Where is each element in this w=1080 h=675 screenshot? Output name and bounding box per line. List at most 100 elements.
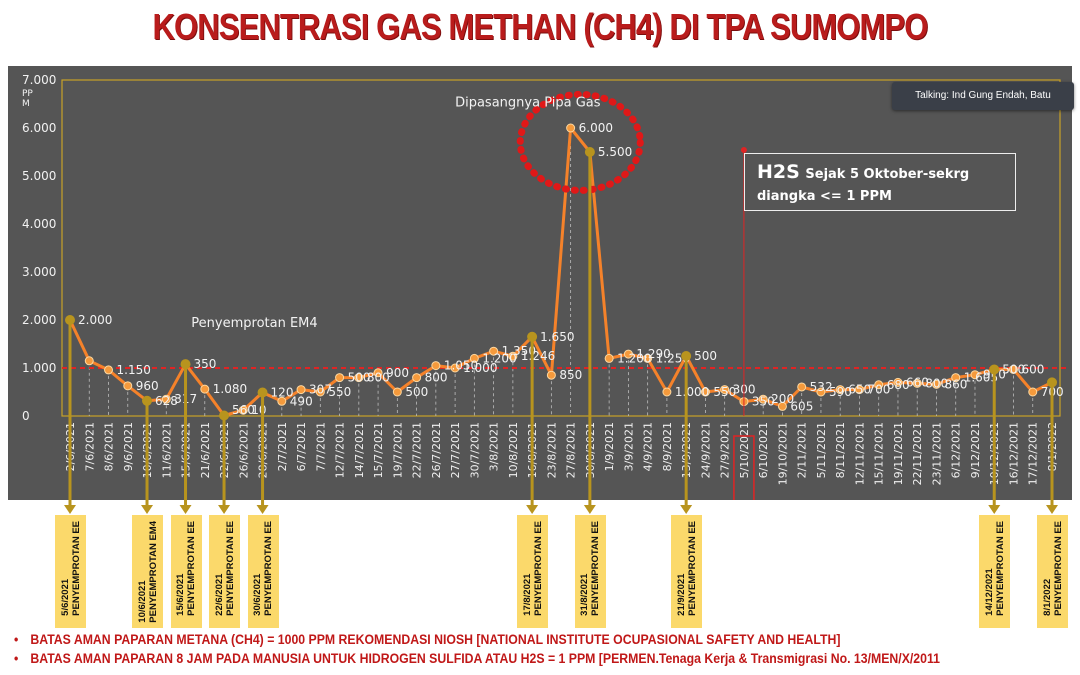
data-label: 200: [771, 392, 794, 406]
data-point: [412, 373, 422, 383]
x-tick-label: 7/6/2021: [83, 422, 96, 471]
x-tick-label: 9/6/2021: [122, 422, 135, 471]
x-tick-label: 14/7/2021: [353, 422, 366, 478]
data-label: 590: [829, 385, 852, 399]
data-label: 2.000: [78, 313, 112, 327]
x-tick-label: 19/7/2021: [391, 422, 404, 478]
x-tick-label: 15/6/2021: [180, 422, 193, 478]
callout-text: 31/8/2021 PENYEMPROTAN EE: [579, 521, 602, 616]
callout-box: 14/12/2021 PENYEMPROTAN EE: [979, 515, 1011, 628]
x-tick-label: 9/12/2021: [969, 422, 982, 478]
x-tick-label: 11/6/2021: [160, 422, 173, 478]
data-label: 650: [848, 383, 871, 397]
data-label: 605: [790, 399, 813, 413]
data-label: 1.250: [656, 351, 690, 365]
data-point: [65, 315, 75, 325]
y-axis-label-part: PP: [22, 89, 33, 99]
x-tick-label: 24/9/2021: [699, 422, 712, 478]
data-label: 500: [405, 385, 428, 399]
data-label: 800: [925, 376, 948, 390]
data-label: 1.200: [482, 351, 516, 365]
data-point: [700, 387, 710, 397]
data-point: [546, 370, 556, 380]
data-point: [566, 123, 576, 133]
x-tick-label: 10/12/2021: [988, 422, 1001, 485]
data-label: 660: [906, 375, 929, 389]
data-point: [835, 385, 845, 395]
data-label: 1.650: [540, 330, 574, 344]
em4-annotation: Penyemprotan EM4: [191, 316, 317, 331]
callout-arrow-head: [179, 505, 192, 514]
callout-text: 22/6/2021 PENYEMPROTAN EE: [213, 521, 236, 616]
x-tick-label: 15/11/2021: [873, 422, 886, 485]
data-label: 1.350: [502, 344, 536, 358]
footnote-h2s-text: BATAS AMAN PAPARAN 8 JAM PADA MANUSIA UN…: [30, 651, 940, 666]
callout-arrow-head: [256, 505, 269, 514]
page-title: KONSENTRASI GAS METHAN (CH4) DI TPA SUMO…: [152, 6, 929, 47]
callout-box: 31/8/2021 PENYEMPROTAN EE: [574, 515, 606, 628]
x-tick-label: 3/8/2021: [488, 422, 501, 471]
data-point: [816, 387, 826, 397]
y-tick-label: 5.000: [22, 169, 56, 183]
x-tick-label: 30/7/2021: [468, 422, 481, 478]
x-tick-label: 19/11/2021: [892, 422, 905, 485]
data-point: [643, 353, 653, 363]
pipe-annotation: Dipasangnya Pipa Gas: [455, 95, 601, 110]
x-tick-label: 19/10/2021: [776, 422, 789, 485]
callout-text: 10/6/2021 PENYEMPROTAN EM4: [136, 521, 159, 623]
data-point: [161, 394, 171, 404]
callout-arrow-head: [526, 505, 539, 514]
x-tick-label: 8/6/2021: [103, 422, 116, 471]
callout-text: 5/6/2021 PENYEMPROTAN EE: [59, 521, 82, 616]
data-point: [258, 387, 268, 397]
data-point: [84, 356, 94, 366]
data-point: [335, 373, 345, 383]
data-label: 532: [810, 380, 833, 394]
callout-box: 15/6/2021 PENYEMPROTAN EE: [170, 515, 202, 628]
data-label: 850: [559, 368, 582, 382]
y-tick-label: 0: [22, 409, 30, 423]
data-point: [797, 382, 807, 392]
data-point: [758, 394, 768, 404]
x-tick-label: 23/11/2021: [930, 422, 943, 485]
callout-arrow-head: [64, 505, 76, 514]
x-tick-label: 27/7/2021: [449, 422, 462, 478]
data-point: [527, 332, 537, 342]
x-tick-label: 2/11/2021: [796, 422, 809, 478]
data-point: [508, 351, 518, 361]
bullet-icon: •: [14, 632, 19, 647]
x-tick-label: 28/6/2021: [257, 422, 270, 478]
data-label: 628: [155, 394, 178, 408]
callout-box: 5/6/2021 PENYEMPROTAN EE: [55, 515, 86, 628]
data-point: [970, 370, 980, 380]
data-point: [912, 378, 922, 388]
data-point: [931, 379, 941, 389]
data-label: 700: [867, 383, 890, 397]
x-tick-label: 6/10/2021: [757, 422, 770, 478]
footnote-h2s: • BATAS AMAN PAPARAN 8 JAM PADA MANUSIA U…: [14, 651, 979, 670]
x-tick-label: 2/6/2021: [64, 422, 77, 471]
y-tick-label: 6.000: [22, 121, 56, 135]
callout-text: 15/6/2021 PENYEMPROTAN EE: [175, 521, 198, 616]
data-label: 490: [290, 394, 313, 408]
callout-box: 8/1/2022 PENYEMPROTAN EE: [1037, 515, 1068, 628]
plot-frame: [61, 79, 1061, 417]
data-point: [585, 147, 595, 157]
callout-text: 17/8/2021 PENYEMPROTAN EE: [521, 521, 544, 616]
callout-text: 21/9/2021 PENYEMPROTAN EE: [675, 521, 698, 616]
x-tick-label: 17/12/2021: [1027, 422, 1040, 485]
x-tick-label: 12/11/2021: [853, 422, 866, 485]
data-point: [315, 387, 325, 397]
h2s-note-line1: Sejak 5 Oktober-sekrg: [805, 167, 970, 182]
bullet-icon: •: [14, 651, 19, 666]
callout-box: 30/6/2021 PENYEMPROTAN EE: [247, 515, 279, 628]
callout-arrow-head: [680, 505, 693, 514]
data-label: 800: [367, 371, 390, 385]
x-tick-label: 3/9/2021: [622, 422, 635, 471]
data-label: 1.000: [463, 361, 497, 375]
data-label: 680: [887, 378, 910, 392]
methane-line-chart: 0 1.000 2.000 3.000 4.000 5.000 6.000 7.000 PP M 2…: [22, 73, 1070, 500]
x-tick-label: 26/6/2021: [237, 422, 250, 478]
x-tick-label: 7/7/2021: [314, 422, 327, 471]
data-label: 1.000: [675, 385, 709, 399]
